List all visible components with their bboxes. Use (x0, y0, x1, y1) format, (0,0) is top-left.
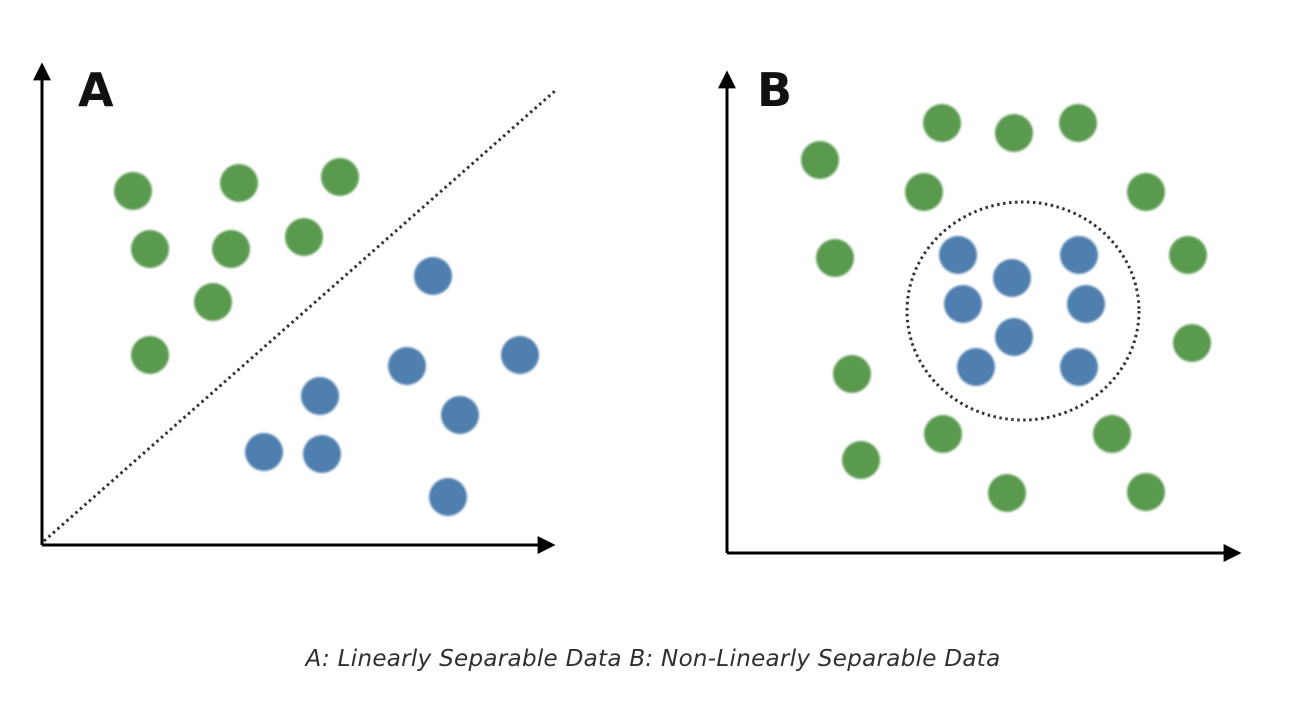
panel-b-green-point (995, 114, 1033, 152)
panel-b-blue-point (1067, 285, 1105, 323)
panel-a-blue-point (414, 257, 452, 295)
panel-b-green-point (1169, 236, 1207, 274)
panel-b-blue-point (1060, 348, 1098, 386)
panel-a-blue-point (501, 336, 539, 374)
panel-b-green-point (905, 173, 943, 211)
panel-a-blue-point (303, 435, 341, 473)
panel-a-blue-point (388, 347, 426, 385)
panel-b-green-point (1173, 324, 1211, 362)
panel-a-green-point (131, 336, 169, 374)
panel-b-green-point (923, 104, 961, 142)
panel-b-blue-point (1060, 236, 1098, 274)
panel-a-label: A (78, 63, 114, 117)
panel-a-green-point (131, 230, 169, 268)
panel-b-green-point (801, 141, 839, 179)
panel-a-green-point (194, 283, 232, 321)
panel-b-green-point (1127, 473, 1165, 511)
panel-a-blue-point (441, 396, 479, 434)
panel-b: B (718, 63, 1242, 562)
figure-caption: A: Linearly Separable Data B: Non-Linear… (305, 646, 1001, 672)
panel-b-blue-point (957, 348, 995, 386)
panel-a-green-point (321, 158, 359, 196)
panel-a-blue-point (301, 377, 339, 415)
panel-a-green-point (285, 218, 323, 256)
panel-b-blue-point (993, 259, 1031, 297)
panel-b-green-point (1127, 173, 1165, 211)
panel-a-green-point (114, 172, 152, 210)
panel-a-decision-line (43, 88, 557, 543)
panel-b-green-point (816, 239, 854, 277)
panel-b-points (801, 104, 1211, 512)
panel-b-green-point (1059, 104, 1097, 142)
panel-a: A (33, 62, 557, 554)
panel-b-blue-point (944, 285, 982, 323)
panel-b-green-point (1093, 415, 1131, 453)
panel-b-blue-point (995, 318, 1033, 356)
panel-a-green-point (212, 230, 250, 268)
panel-a-green-point (220, 164, 258, 202)
panel-b-blue-point (939, 236, 977, 274)
panel-b-decision-circle (905, 200, 1141, 422)
panel-b-green-point (842, 441, 880, 479)
panel-b-green-point (924, 415, 962, 453)
panel-a-points (114, 158, 539, 516)
panel-b-green-point (833, 355, 871, 393)
panel-b-green-point (988, 474, 1026, 512)
panel-b-label: B (757, 63, 792, 117)
panel-a-blue-point (245, 433, 283, 471)
panel-a-blue-point (429, 478, 467, 516)
